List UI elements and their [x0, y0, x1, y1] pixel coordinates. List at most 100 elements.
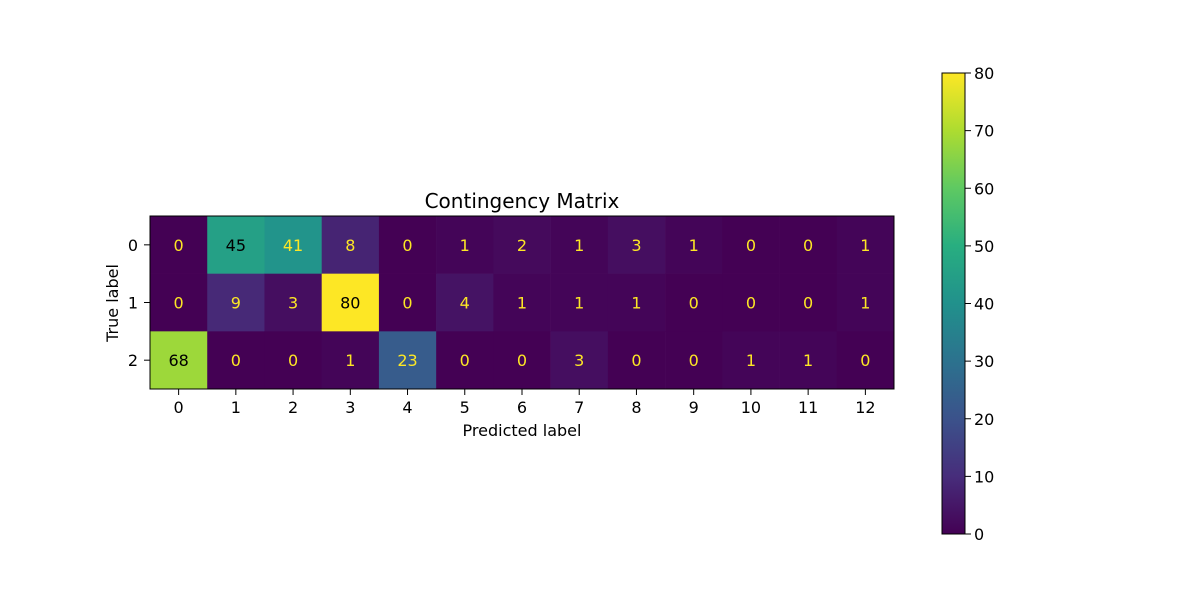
heatmap-cell-r1-c7 [550, 273, 609, 332]
heatmap-cell-r0-c0 [150, 216, 208, 274]
heatmap-cell-label-r2-c7: 3 [574, 351, 584, 370]
heatmap-cell-label-r0-c8: 3 [631, 236, 641, 255]
heatmap-cell-label-r2-c4: 23 [397, 351, 417, 370]
heatmap-cell-label-r1-c2: 3 [288, 294, 298, 313]
heatmap-cell-r2-c10 [722, 331, 780, 390]
heatmap-cell-label-r1-c12: 1 [860, 294, 870, 313]
y-axis-tick-label-1: 1 [128, 294, 138, 313]
heatmap-cell-r2-c9 [665, 331, 723, 390]
heatmap-cell-r2-c12 [836, 331, 895, 390]
x-axis-tick-label-0: 0 [174, 398, 184, 417]
colorbar-tick-label-30: 30 [974, 352, 994, 371]
x-axis-tick-label-5: 5 [460, 398, 470, 417]
heatmap-cell-label-r0-c5: 1 [460, 236, 470, 255]
heatmap-cell-r1-c2 [264, 273, 322, 332]
heatmap-cell-r2-c0 [150, 331, 208, 390]
heatmap-cell-r0-c8 [607, 216, 666, 274]
heatmap-cell-label-r0-c2: 41 [283, 236, 303, 255]
heatmap-cell-r1-c3 [321, 273, 380, 332]
heatmap-cell-labels: 0 45 41 8 0 1 2 1 3 1 0 0 10 9 3 80 0 4 1 1 1 0 0 0 168 0 0 1 23 0 0 3 0… [168, 236, 870, 370]
heatmap-cell-r2-c1 [207, 331, 265, 390]
x-axis-label: Predicted label [463, 421, 582, 440]
colorbar-tick-label-20: 20 [974, 410, 994, 429]
x-axis-tick-label-6: 6 [517, 398, 527, 417]
heatmap-cell-label-r2-c2: 0 [288, 351, 298, 370]
colorbar-tick-label-70: 70 [974, 122, 994, 141]
heatmap-cell-label-r2-c3: 1 [345, 351, 355, 370]
heatmap-cell-label-r0-c0: 0 [174, 236, 184, 255]
heatmap-cell-label-r0-c11: 0 [803, 236, 813, 255]
chart-title: Contingency Matrix [425, 189, 620, 213]
heatmap-cell-r1-c11 [779, 273, 838, 332]
heatmap-cell-label-r1-c0: 0 [174, 294, 184, 313]
heatmap-cell-label-r2-c0: 68 [168, 351, 188, 370]
heatmap-cell-r0-c12 [836, 216, 895, 274]
heatmap-cell-label-r1-c7: 1 [574, 294, 584, 313]
colorbar-tick-label-40: 40 [974, 295, 994, 314]
heatmap-cell-label-r2-c8: 0 [631, 351, 641, 370]
heatmap-cell-label-r1-c10: 0 [746, 294, 756, 313]
heatmap-cell-r2-c5 [436, 331, 494, 390]
heatmap-cell-r1-c5 [436, 273, 494, 332]
heatmap-cell-label-r0-c1: 45 [226, 236, 246, 255]
heatmap-cell-label-r2-c11: 1 [803, 351, 813, 370]
heatmap-cell-r0-c6 [493, 216, 551, 274]
heatmap-cell-r1-c6 [493, 273, 551, 332]
heatmap-cell-r0-c10 [722, 216, 780, 274]
heatmap-cell-label-r0-c10: 0 [746, 236, 756, 255]
heatmap-cell-label-r0-c4: 0 [402, 236, 412, 255]
heatmap-cell-label-r2-c10: 1 [746, 351, 756, 370]
heatmap-cell-r1-c4 [378, 273, 437, 332]
colorbar-tick-label-10: 10 [974, 467, 994, 486]
colorbar-ticks: 0 10 20 30 40 50 60 70 80 [965, 64, 994, 544]
heatmap-cell-r0-c4 [378, 216, 437, 274]
heatmap-cell-label-r0-c9: 1 [689, 236, 699, 255]
heatmap-cell-r1-c10 [722, 273, 780, 332]
heatmap-cell-label-r1-c1: 9 [231, 294, 241, 313]
y-axis-tick-label-0: 0 [128, 236, 138, 255]
heatmap-cell-label-r1-c11: 0 [803, 294, 813, 313]
heatmap-cell-r2-c4 [378, 331, 437, 390]
heatmap-cell-r0-c1 [207, 216, 265, 274]
heatmap-cell-label-r1-c3: 80 [340, 294, 360, 313]
x-axis-tick-label-1: 1 [231, 398, 241, 417]
heatmap-cell-r2-c8 [607, 331, 666, 390]
x-axis-tick-label-9: 9 [689, 398, 699, 417]
colorbar: 0 10 20 30 40 50 60 70 80 [941, 64, 994, 544]
colorbar-tick-label-0: 0 [974, 525, 984, 544]
heatmap-cell-r2-c7 [550, 331, 609, 390]
heatmap-cell-label-r1-c9: 0 [689, 294, 699, 313]
x-axis-tick-label-8: 8 [631, 398, 641, 417]
heatmap-cell-r0-c11 [779, 216, 838, 274]
heatmap-cell-r0-c7 [550, 216, 609, 274]
heatmap-cell-r1-c8 [607, 273, 666, 332]
x-axis-tick-label-2: 2 [288, 398, 298, 417]
heatmap-cell-label-r1-c4: 0 [402, 294, 412, 313]
colorbar-tick-label-60: 60 [974, 179, 994, 198]
heatmap-cell-label-r2-c5: 0 [460, 351, 470, 370]
heatmap-cell-r0-c2 [264, 216, 322, 274]
x-axis-tick-label-10: 10 [741, 398, 761, 417]
x-axis: 0 1 2 3 4 5 6 7 8 9 10 11 12 [174, 389, 876, 417]
heatmap-cell-r2-c3 [321, 331, 380, 390]
heatmap-cell-label-r2-c6: 0 [517, 351, 527, 370]
x-axis-tick-label-11: 11 [798, 398, 818, 417]
x-axis-tick-label-12: 12 [855, 398, 875, 417]
heatmap-cell-label-r2-c1: 0 [231, 351, 241, 370]
x-axis-tick-label-3: 3 [345, 398, 355, 417]
heatmap-cell-label-r1-c8: 1 [631, 294, 641, 313]
heatmap-cell-label-r0-c6: 2 [517, 236, 527, 255]
heatmap-cell-label-r1-c5: 4 [460, 294, 470, 313]
heatmap-cells [150, 216, 895, 390]
heatmap-cell-label-r0-c7: 1 [574, 236, 584, 255]
heatmap-cell-r0-c9 [665, 216, 723, 274]
heatmap-cell-label-r0-c3: 8 [345, 236, 355, 255]
heatmap-cell-r2-c6 [493, 331, 551, 390]
heatmap-cell-r0-c5 [436, 216, 494, 274]
heatmap-cell-r1-c12 [836, 273, 895, 332]
colorbar-tick-label-80: 80 [974, 64, 994, 83]
x-axis-tick-label-7: 7 [574, 398, 584, 417]
heatmap-cell-r2-c11 [779, 331, 838, 390]
